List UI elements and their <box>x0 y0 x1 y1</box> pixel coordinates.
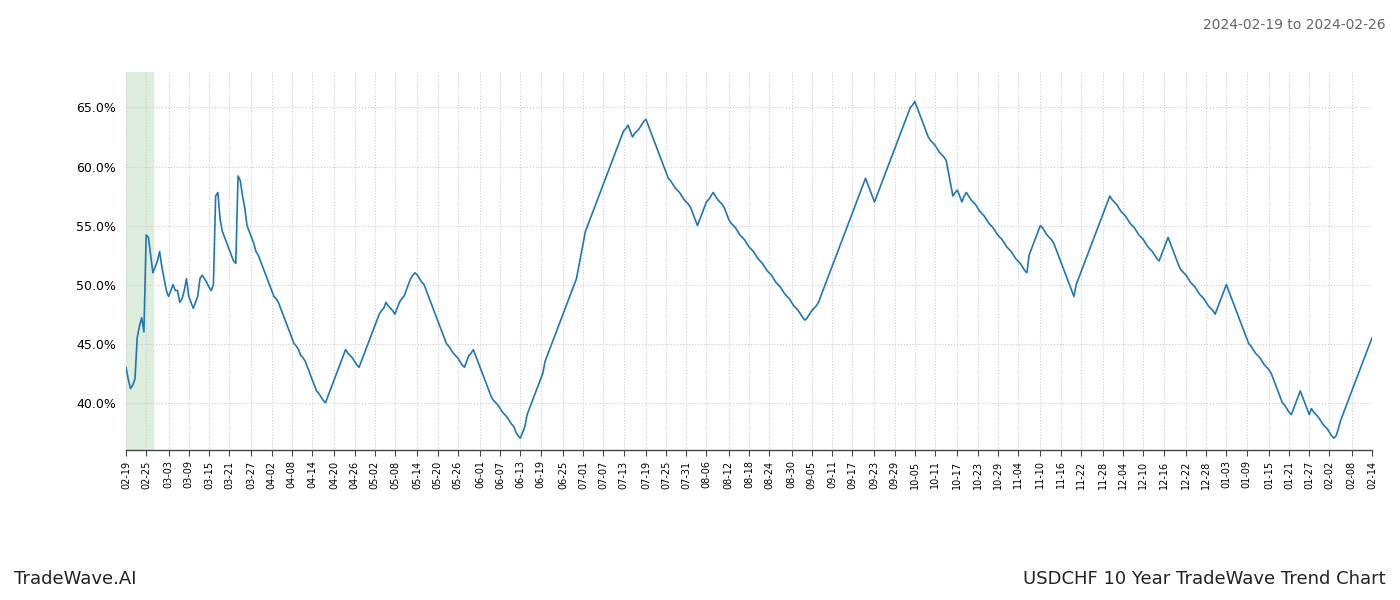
Text: TradeWave.AI: TradeWave.AI <box>14 570 137 588</box>
Bar <box>126 72 153 450</box>
Text: 2024-02-19 to 2024-02-26: 2024-02-19 to 2024-02-26 <box>1204 18 1386 32</box>
Text: USDCHF 10 Year TradeWave Trend Chart: USDCHF 10 Year TradeWave Trend Chart <box>1023 570 1386 588</box>
